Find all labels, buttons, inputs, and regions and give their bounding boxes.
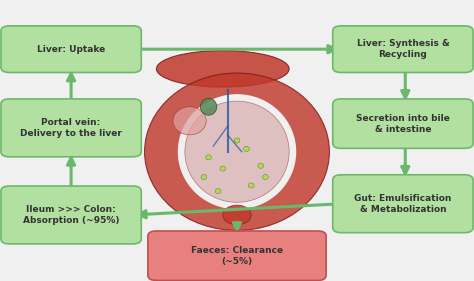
Ellipse shape (234, 138, 240, 143)
FancyBboxPatch shape (333, 26, 473, 72)
FancyBboxPatch shape (148, 231, 326, 280)
Text: Ileum >>> Colon:
Absorption (~95%): Ileum >>> Colon: Absorption (~95%) (23, 205, 119, 225)
Ellipse shape (215, 189, 221, 194)
FancyBboxPatch shape (1, 26, 141, 72)
Ellipse shape (258, 163, 264, 168)
Ellipse shape (201, 175, 207, 180)
Ellipse shape (223, 205, 251, 225)
FancyBboxPatch shape (1, 99, 141, 157)
Ellipse shape (220, 166, 226, 171)
Ellipse shape (178, 94, 296, 209)
Text: Gut: Emulsification
& Metabolization: Gut: Emulsification & Metabolization (354, 194, 452, 214)
Ellipse shape (145, 73, 329, 230)
Text: Liver: Uptake: Liver: Uptake (37, 45, 105, 54)
Ellipse shape (173, 107, 206, 135)
FancyBboxPatch shape (333, 175, 473, 233)
Text: Liver: Synthesis &
Recycling: Liver: Synthesis & Recycling (356, 39, 449, 59)
Text: Secretion into bile
& intestine: Secretion into bile & intestine (356, 114, 450, 134)
FancyBboxPatch shape (1, 186, 141, 244)
Ellipse shape (206, 155, 211, 160)
Ellipse shape (263, 175, 268, 180)
FancyBboxPatch shape (333, 99, 473, 148)
Ellipse shape (200, 98, 217, 115)
Ellipse shape (244, 146, 249, 151)
Text: Portal vein:
Delivery to the liver: Portal vein: Delivery to the liver (20, 118, 122, 138)
Ellipse shape (185, 101, 289, 202)
Ellipse shape (248, 183, 254, 188)
Ellipse shape (156, 51, 289, 87)
Text: Faeces: Clearance
(~5%): Faeces: Clearance (~5%) (191, 246, 283, 266)
